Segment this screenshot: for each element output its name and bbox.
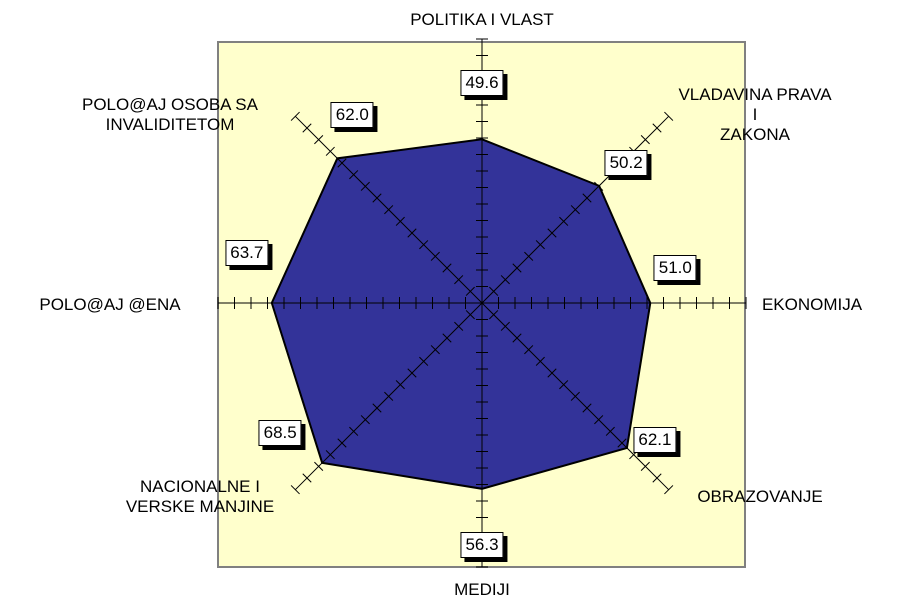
- tick-mark: [290, 485, 300, 495]
- tick-mark: [360, 181, 370, 191]
- value-label: 63.7: [225, 240, 269, 266]
- tick-mark: [360, 415, 370, 425]
- value-label: 62.1: [633, 426, 677, 453]
- tick-mark: [594, 415, 604, 425]
- tick-mark: [325, 146, 335, 156]
- tick-mark: [664, 485, 674, 495]
- tick-mark: [640, 461, 650, 471]
- tick-mark: [290, 111, 300, 121]
- tick-mark: [582, 403, 592, 413]
- tick-mark: [547, 368, 557, 378]
- tick-mark: [395, 380, 405, 390]
- tick-mark: [559, 380, 569, 390]
- tick-mark: [430, 345, 440, 355]
- tick-mark: [582, 193, 592, 203]
- tick-mark: [430, 251, 440, 261]
- tick-mark: [570, 391, 580, 401]
- value-label: 68.5: [258, 419, 302, 446]
- tick-mark: [442, 263, 452, 273]
- value-label: 49.6: [460, 70, 504, 97]
- tick-mark: [465, 310, 475, 320]
- tick-mark: [559, 216, 569, 226]
- tick-mark: [454, 275, 464, 285]
- category-label: MEDIJI: [454, 580, 510, 599]
- value-label: 62.0: [330, 102, 374, 129]
- category-label: POLITIKA I VLAST: [410, 10, 554, 29]
- tick-mark: [372, 403, 382, 413]
- tick-mark: [337, 158, 347, 168]
- value-label: 51.0: [653, 255, 697, 281]
- tick-mark: [489, 286, 499, 296]
- tick-mark: [372, 193, 382, 203]
- tick-mark: [489, 310, 499, 320]
- tick-mark: [512, 263, 522, 273]
- tick-mark: [384, 391, 394, 401]
- tick-mark: [419, 356, 429, 366]
- category-label: NACIONALNE I VERSKE MANJINE: [125, 477, 275, 516]
- tick-mark: [640, 135, 650, 145]
- tick-mark: [605, 426, 615, 436]
- tick-mark: [407, 368, 417, 378]
- value-label: 56.3: [460, 531, 504, 558]
- tick-mark: [395, 216, 405, 226]
- tick-mark: [570, 205, 580, 215]
- tick-mark: [337, 438, 347, 448]
- tick-mark: [302, 123, 312, 133]
- category-label: OBRAZOVANJE: [697, 487, 823, 506]
- tick-mark: [524, 345, 534, 355]
- tick-mark: [419, 240, 429, 250]
- tick-mark: [384, 205, 394, 215]
- category-label: EKONOMIJA: [761, 295, 863, 314]
- category-label: VLADAVINA PRAVA I ZAKONA: [678, 85, 832, 144]
- tick-mark: [652, 123, 662, 133]
- tick-mark: [314, 461, 324, 471]
- tick-mark: [652, 473, 662, 483]
- tick-mark: [535, 240, 545, 250]
- tick-mark: [500, 275, 510, 285]
- tick-mark: [302, 473, 312, 483]
- category-label: POLO@AJ OSOBA SA INVALIDITETOM: [82, 95, 258, 134]
- tick-mark: [325, 450, 335, 460]
- tick-mark: [535, 356, 545, 366]
- tick-mark: [314, 135, 324, 145]
- tick-mark: [594, 181, 604, 191]
- tick-mark: [442, 333, 452, 343]
- tick-mark: [349, 426, 359, 436]
- tick-mark: [454, 321, 464, 331]
- tick-mark: [407, 228, 417, 238]
- tick-mark: [512, 333, 522, 343]
- tick-mark: [500, 321, 510, 331]
- tick-mark: [547, 228, 557, 238]
- tick-mark: [349, 170, 359, 180]
- tick-mark: [465, 286, 475, 296]
- value-label: 50.2: [604, 149, 648, 176]
- tick-mark: [617, 438, 627, 448]
- tick-mark: [524, 251, 534, 261]
- category-label: POLO@AJ @ENA: [39, 295, 181, 314]
- tick-mark: [664, 111, 674, 121]
